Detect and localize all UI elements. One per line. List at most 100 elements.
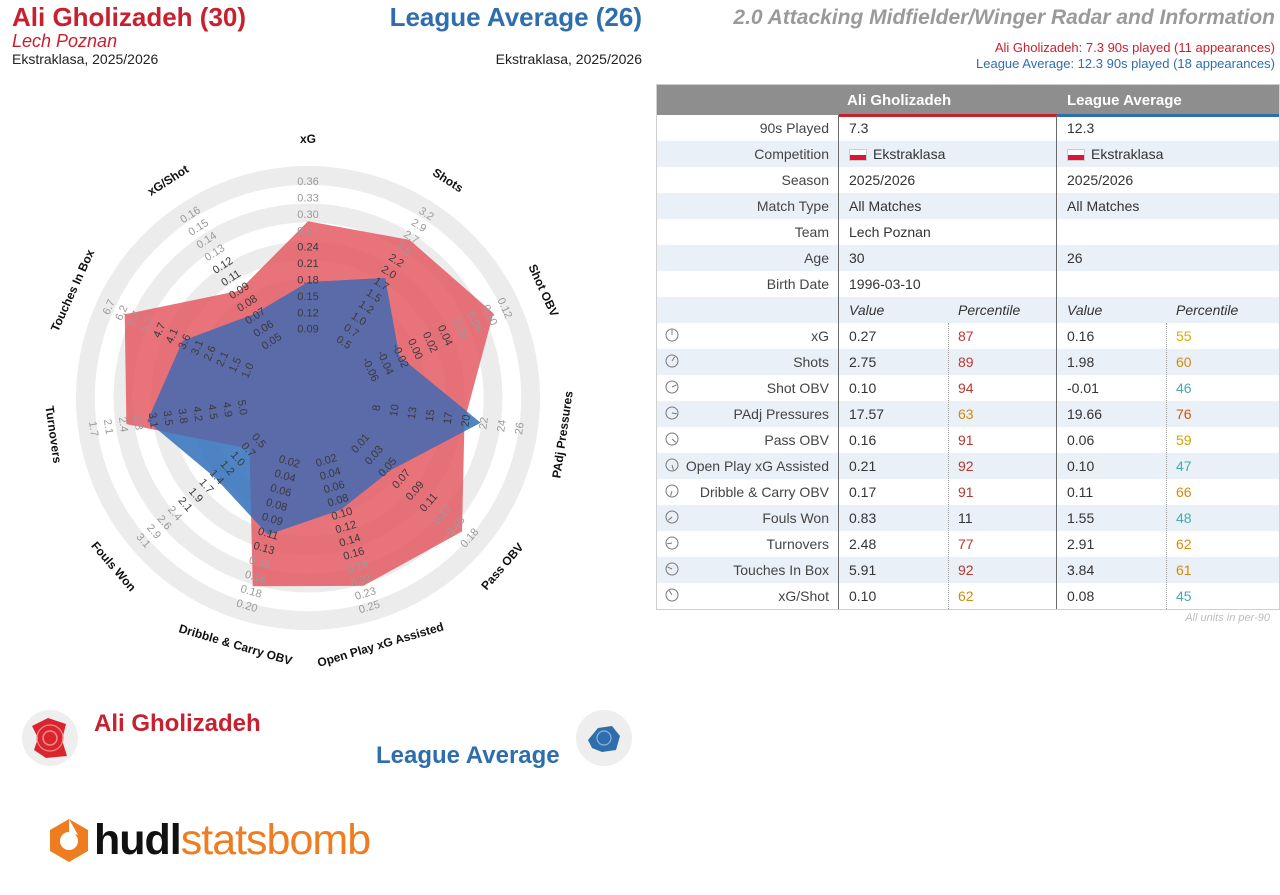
tick-label: 0.09 xyxy=(260,511,284,529)
metric-label: Dribble & Carry OBV xyxy=(699,484,829,500)
tick-label: 0.30 xyxy=(297,209,318,221)
player-metric-percentile: 11 xyxy=(958,510,973,526)
comparison-info-text: 2025/2026 xyxy=(1067,172,1134,188)
tick-label: 0.18 xyxy=(239,583,263,601)
comparison-info-value: 26 xyxy=(1067,250,1083,266)
legend-comparison-label: League Average xyxy=(376,742,560,769)
axis-label: Turnovers xyxy=(42,405,64,465)
poland-flag-icon xyxy=(849,149,867,161)
metric-label: PAdj Pressures xyxy=(733,406,829,422)
player-team: Lech Poznan xyxy=(12,31,118,51)
comparison-metric-value: 0.08 xyxy=(1067,588,1095,604)
table-header: Ali Gholizadeh League Average xyxy=(657,85,1279,117)
table-body: 90s Played 7.3 12.3 Competition Ekstraklasa E… xyxy=(657,115,1279,609)
metric-row: Open Play xG Assisted 0.21 92 0.10 47 xyxy=(657,453,1279,479)
player-metric-value: 0.10 xyxy=(849,380,877,396)
player-metric-value: 0.17 xyxy=(849,484,877,500)
player-radar-icon xyxy=(32,718,67,758)
comparison-info-text: 26 xyxy=(1067,250,1083,266)
tick-label: 5.7 xyxy=(126,309,143,328)
tick-label: 0.08 xyxy=(326,492,350,510)
units-note: All units in per-90 xyxy=(1185,612,1270,624)
tick-label: 22 xyxy=(477,416,491,430)
comparison-metric-value: -0.01 xyxy=(1067,380,1099,396)
player-info-value: 30 xyxy=(849,250,865,266)
tick-label: 0.04 xyxy=(273,468,297,486)
player-metric-percentile: 94 xyxy=(958,380,974,396)
player-info-text: 1996-03-10 xyxy=(849,276,921,292)
player-underline xyxy=(839,114,1057,117)
comparison-metric-value: 1.55 xyxy=(1067,510,1095,526)
poland-flag-icon xyxy=(1067,149,1085,161)
comparison-metric-value: 3.84 xyxy=(1067,562,1095,578)
comparison-metric-percentile: 66 xyxy=(1176,484,1192,500)
comparison-competition: Ekstraklasa, 2025/2026 xyxy=(495,51,642,67)
tick-label: 0.27 xyxy=(297,225,318,237)
comparison-info-text: Ekstraklasa xyxy=(1091,146,1164,162)
tick-label: 3.1 xyxy=(189,338,206,357)
tick-label: 0.18 xyxy=(297,275,318,287)
metric-label: Shot OBV xyxy=(766,380,829,396)
comparison-metric-percentile: 45 xyxy=(1176,588,1192,604)
tick-label: 0.13 xyxy=(252,540,276,558)
tick-label: 0.15 xyxy=(248,554,272,572)
player-info-value: All Matches xyxy=(849,198,921,214)
comparison-metric-value: 19.66 xyxy=(1067,406,1103,422)
row-label: Age xyxy=(804,250,829,266)
table-row: Team Lech Poznan xyxy=(657,219,1279,245)
row-label: 90s Played xyxy=(759,120,829,136)
col-value-comparison: Value xyxy=(1067,302,1103,318)
metric-label: Open Play xG Assisted xyxy=(685,458,829,474)
metric-dial-icon xyxy=(665,354,679,368)
tick-label: 20 xyxy=(459,414,473,428)
metric-row: Fouls Won 0.83 11 1.55 48 xyxy=(657,505,1279,531)
tick-label: 2.6 xyxy=(202,344,219,363)
tick-label: 0.12 xyxy=(297,307,318,319)
tick-label: 3.6 xyxy=(176,332,193,351)
subtitle-comparison: League Average: 12.3 90s played (18 appe… xyxy=(976,56,1275,71)
tick-label: 0.02 xyxy=(277,453,301,471)
tick-label: 0.36 xyxy=(297,176,318,188)
metric-dial-icon xyxy=(665,406,679,420)
metric-row: Touches In Box 5.91 92 3.84 61 xyxy=(657,557,1279,583)
player-metric-value: 0.16 xyxy=(849,432,877,448)
metric-row: Turnovers 2.48 77 2.91 62 xyxy=(657,531,1279,557)
comparison-metric-percentile: 47 xyxy=(1176,458,1192,474)
player-info-text: 7.3 xyxy=(849,120,869,136)
row-label: Match Type xyxy=(756,198,829,214)
player-metric-value: 17.57 xyxy=(849,406,885,422)
comparison-info-value: All Matches xyxy=(1067,198,1139,214)
comparison-info-text: All Matches xyxy=(1067,198,1140,214)
tick-label: 10 xyxy=(388,404,402,418)
tick-label: 0.04 xyxy=(318,465,342,483)
metric-dial-icon xyxy=(665,588,679,602)
player-info-value: Lech Poznan xyxy=(849,224,931,240)
logo-text-hudl: hudl xyxy=(94,815,182,864)
comparison-info-value: Ekstraklasa xyxy=(1067,146,1163,162)
comparison-underline xyxy=(1057,114,1279,117)
tick-label: 8 xyxy=(371,404,384,412)
comparison-metric-percentile: 62 xyxy=(1176,536,1192,552)
tick-label: 24 xyxy=(495,419,509,433)
col-percentile-player: Percentile xyxy=(958,302,1021,318)
tick-label: 2.1 xyxy=(101,418,115,435)
player-name: Ali Gholizadeh (30) xyxy=(12,2,247,32)
logo-text-statsbomb: statsbomb xyxy=(180,815,371,864)
comparison-metric-value: 0.11 xyxy=(1067,484,1094,500)
comparison-metric-value: 0.16 xyxy=(1067,328,1095,344)
tick-label: 6.2 xyxy=(113,304,130,323)
comparison-metric-value: 1.98 xyxy=(1067,354,1095,370)
metric-dial-icon xyxy=(665,536,679,550)
metric-row: xG/Shot 0.10 62 0.08 45 xyxy=(657,583,1279,609)
metric-row: Pass OBV 0.16 91 0.06 59 xyxy=(657,427,1279,453)
comparison-metric-percentile: 59 xyxy=(1176,432,1192,448)
comparison-metric-percentile: 55 xyxy=(1176,328,1192,344)
tick-label: 0.23 xyxy=(354,585,378,603)
table-row: 90s Played 7.3 12.3 xyxy=(657,115,1279,141)
comparison-metric-value: 0.10 xyxy=(1067,458,1095,474)
tick-label: 4.1 xyxy=(164,327,181,346)
player-info-text: 2025/2026 xyxy=(849,172,916,188)
tick-label: 0.11 xyxy=(256,525,279,542)
metric-dial-icon xyxy=(665,380,679,394)
metric-label: xG xyxy=(811,328,829,344)
